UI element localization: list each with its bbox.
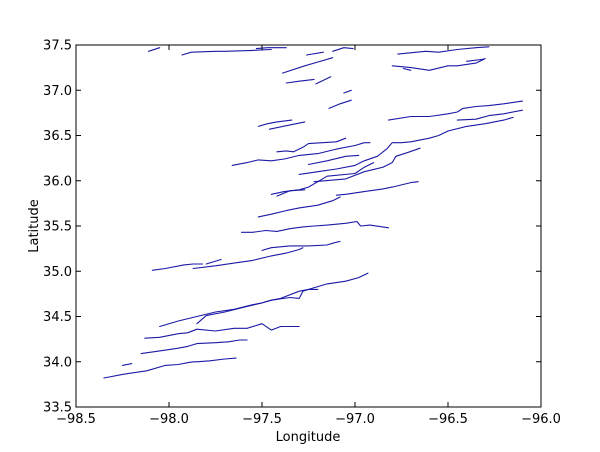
fault-line-13 (343, 89, 352, 94)
x-tick-label: −98.5 (56, 412, 96, 427)
fault-line-6 (397, 48, 458, 55)
x-axis-label: Longitude (276, 430, 341, 445)
y-axis-ticks: 33.5 34.0 34.5 35.0 35.5 36.0 36.5 37.0 37.5 (43, 39, 541, 416)
fault-line-30 (151, 263, 204, 271)
fault-line-36 (140, 339, 248, 355)
y-tick-label: 37.5 (43, 39, 72, 54)
y-tick-label: 33.5 (43, 401, 72, 416)
fault-line-31 (192, 247, 304, 270)
x-tick-label: −97.0 (335, 412, 375, 427)
fault-line-20 (298, 116, 514, 175)
fault-line-15 (257, 119, 293, 127)
fault-line-21 (387, 100, 523, 121)
x-tick-label: −98.0 (149, 412, 189, 427)
x-tick-label: −97.5 (242, 412, 282, 427)
fault-line-8 (456, 46, 490, 51)
fault-line-10 (281, 57, 334, 74)
fault-line-7 (391, 58, 486, 71)
fault-line-17 (276, 137, 347, 153)
fault-line-4 (306, 51, 324, 56)
y-tick-label: 34.5 (43, 310, 72, 325)
y-tick-label: 35.0 (43, 265, 72, 280)
x-tick-label: −96.0 (521, 412, 561, 427)
fault-line-12 (315, 76, 332, 85)
fault-line-37 (121, 363, 133, 366)
fault-line-38 (103, 357, 237, 379)
fault-line-16 (268, 121, 306, 130)
fault-line-18 (231, 142, 371, 166)
y-tick-label: 37.0 (43, 84, 72, 99)
fault-line-34 (196, 288, 319, 325)
fault-line-14 (328, 99, 352, 109)
x-axis-ticks: −98.5 −98.0 −97.5 −97.0 −96.5 −96.0 (56, 45, 561, 427)
fault-line-25 (276, 189, 306, 197)
fault-line-2 (181, 48, 272, 56)
series-layer (103, 46, 523, 379)
y-tick-label: 34.0 (43, 355, 72, 370)
fault-line-29 (261, 240, 341, 251)
fault-line-26 (335, 181, 419, 196)
fault-line-19 (307, 154, 360, 166)
fault-line-23 (313, 147, 421, 183)
x-tick-label: −96.5 (428, 412, 468, 427)
y-tick-label: 35.5 (43, 220, 72, 235)
y-tick-label: 36.0 (43, 174, 72, 189)
fault-line-1 (147, 47, 161, 52)
y-axis-label: Latitude (27, 199, 42, 253)
y-tick-label: 36.5 (43, 129, 72, 144)
fault-line-11 (285, 78, 315, 84)
fault-line-28 (240, 220, 390, 233)
fault-line-32 (205, 258, 222, 265)
fault-line-35 (144, 323, 300, 339)
fault-line-22 (456, 109, 523, 121)
fault-line-5 (332, 47, 354, 52)
fault-line-9 (402, 67, 412, 71)
fault-line-27 (257, 196, 341, 218)
